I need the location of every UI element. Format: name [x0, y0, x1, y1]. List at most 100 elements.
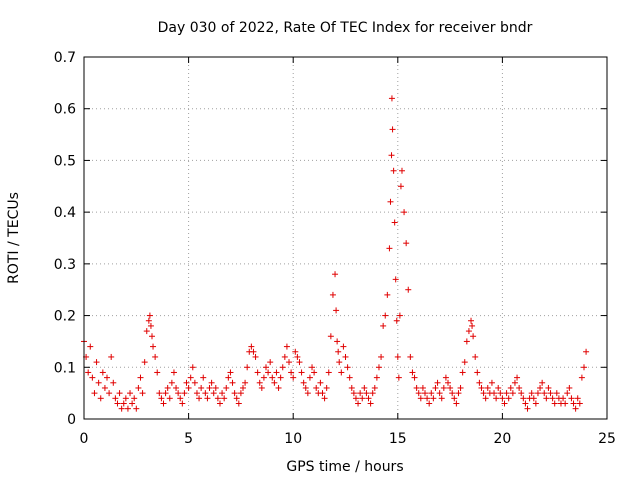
data-point — [505, 395, 512, 402]
data-point — [503, 390, 510, 397]
data-point — [306, 374, 313, 381]
data-point — [146, 312, 153, 319]
x-tick-label: 0 — [80, 431, 89, 447]
data-point — [574, 395, 581, 402]
data-point — [260, 374, 267, 381]
data-point — [239, 384, 246, 391]
data-point — [229, 379, 236, 386]
data-point — [359, 395, 366, 402]
data-point — [386, 245, 393, 252]
data-point — [355, 400, 362, 407]
data-point — [583, 348, 590, 355]
data-point — [476, 379, 483, 386]
y-tick-label: 0.6 — [54, 102, 76, 118]
data-point — [294, 353, 301, 360]
data-point — [417, 395, 424, 402]
data-point — [227, 369, 234, 376]
data-point — [302, 384, 309, 391]
data-point — [562, 400, 569, 407]
data-point — [528, 390, 535, 397]
y-tick-label: 0.1 — [54, 360, 76, 376]
data-point — [564, 390, 571, 397]
data-point — [543, 395, 550, 402]
data-point — [501, 400, 508, 407]
y-tick-label: 0.5 — [54, 153, 76, 169]
data-point — [265, 369, 272, 376]
data-point — [279, 364, 286, 371]
data-point — [191, 379, 198, 386]
data-point — [357, 390, 364, 397]
data-point — [193, 390, 200, 397]
data-point — [210, 390, 217, 397]
data-point — [409, 369, 416, 376]
data-point — [333, 307, 340, 314]
y-tick-label: 0.3 — [54, 257, 76, 273]
data-point — [216, 400, 223, 407]
data-point — [250, 348, 257, 355]
data-point — [390, 167, 397, 174]
data-point — [129, 400, 136, 407]
data-point — [348, 384, 355, 391]
data-point — [361, 384, 368, 391]
data-point — [208, 379, 215, 386]
data-point — [514, 374, 521, 381]
data-point — [363, 390, 370, 397]
data-point — [407, 353, 414, 360]
data-point — [457, 384, 464, 391]
data-point — [139, 390, 146, 397]
data-point — [158, 395, 165, 402]
data-point — [168, 379, 175, 386]
data-point — [89, 374, 96, 381]
data-point — [352, 395, 359, 402]
data-point — [384, 291, 391, 298]
data-point — [576, 400, 583, 407]
data-point — [214, 395, 221, 402]
data-point — [156, 390, 163, 397]
data-point — [275, 384, 282, 391]
data-point — [219, 390, 226, 397]
data-point — [267, 359, 274, 366]
data-point — [298, 369, 305, 376]
y-tick-label: 0.7 — [54, 50, 76, 66]
data-point — [495, 384, 502, 391]
data-point — [442, 374, 449, 381]
data-point — [288, 369, 295, 376]
data-point — [532, 400, 539, 407]
data-point — [179, 400, 186, 407]
data-point — [394, 353, 401, 360]
data-point — [530, 395, 537, 402]
data-point — [378, 353, 385, 360]
data-point — [162, 390, 169, 397]
x-tick-label: 10 — [284, 431, 302, 447]
data-point — [256, 379, 263, 386]
data-point — [432, 384, 439, 391]
data-point — [401, 209, 408, 216]
data-point — [327, 333, 334, 340]
data-point — [497, 390, 504, 397]
data-point — [463, 338, 470, 345]
data-point — [271, 379, 278, 386]
data-point — [223, 384, 230, 391]
data-point — [147, 322, 154, 329]
grid-layer — [84, 57, 607, 419]
data-point — [204, 395, 211, 402]
data-point — [313, 384, 320, 391]
data-point — [233, 395, 240, 402]
data-point — [459, 369, 466, 376]
ticks-layer: 0 0.1 0.2 0.3 0.4 0.5 0.6 0.7 0 5 10 15 20 25 — [54, 50, 616, 447]
data-point — [516, 384, 523, 391]
data-point — [388, 95, 395, 102]
data-point — [131, 395, 138, 402]
data-point — [478, 384, 485, 391]
data-point — [507, 384, 514, 391]
x-tick-label: 25 — [598, 431, 616, 447]
data-point — [329, 291, 336, 298]
x-axis-label: GPS time / hours — [286, 459, 403, 475]
data-point — [325, 369, 332, 376]
data-point — [206, 384, 213, 391]
data-point — [101, 384, 108, 391]
data-point — [187, 374, 194, 381]
data-point — [286, 359, 293, 366]
data-point — [547, 390, 554, 397]
